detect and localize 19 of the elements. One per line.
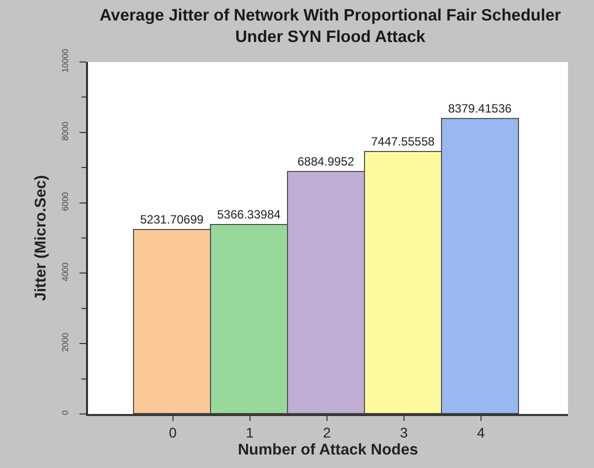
data-label: 5366.33984 xyxy=(217,208,281,222)
x-tick-label: 4 xyxy=(477,424,486,441)
chart-title: Average Jitter of Network With Proportional Fair Scheduler Under SYN Flood Attack xyxy=(100,6,562,46)
x-tick-label: 3 xyxy=(400,424,408,441)
y-tick-label: 2000 xyxy=(60,332,70,352)
data-label: 6884.9952 xyxy=(297,154,355,168)
y-tick-label: 10000 xyxy=(60,48,70,73)
x-axis-title: Number of Attack Nodes xyxy=(238,441,418,458)
data-label: 8379.41536 xyxy=(448,102,512,116)
y-tick-label: 4000 xyxy=(60,262,70,282)
y-axis-title: Jitter (Micro.Sec) xyxy=(32,175,50,301)
y-tick-label: 0 xyxy=(60,410,70,416)
data-label: 5231.70699 xyxy=(140,212,204,226)
data-label: 7447.55558 xyxy=(371,134,435,148)
y-tick-label: 8000 xyxy=(60,121,70,141)
x-tick-label: 1 xyxy=(246,424,254,441)
x-tick-label: 0 xyxy=(168,424,177,441)
y-tick-label: 6000 xyxy=(60,192,70,211)
x-tick-label: 2 xyxy=(322,424,331,441)
